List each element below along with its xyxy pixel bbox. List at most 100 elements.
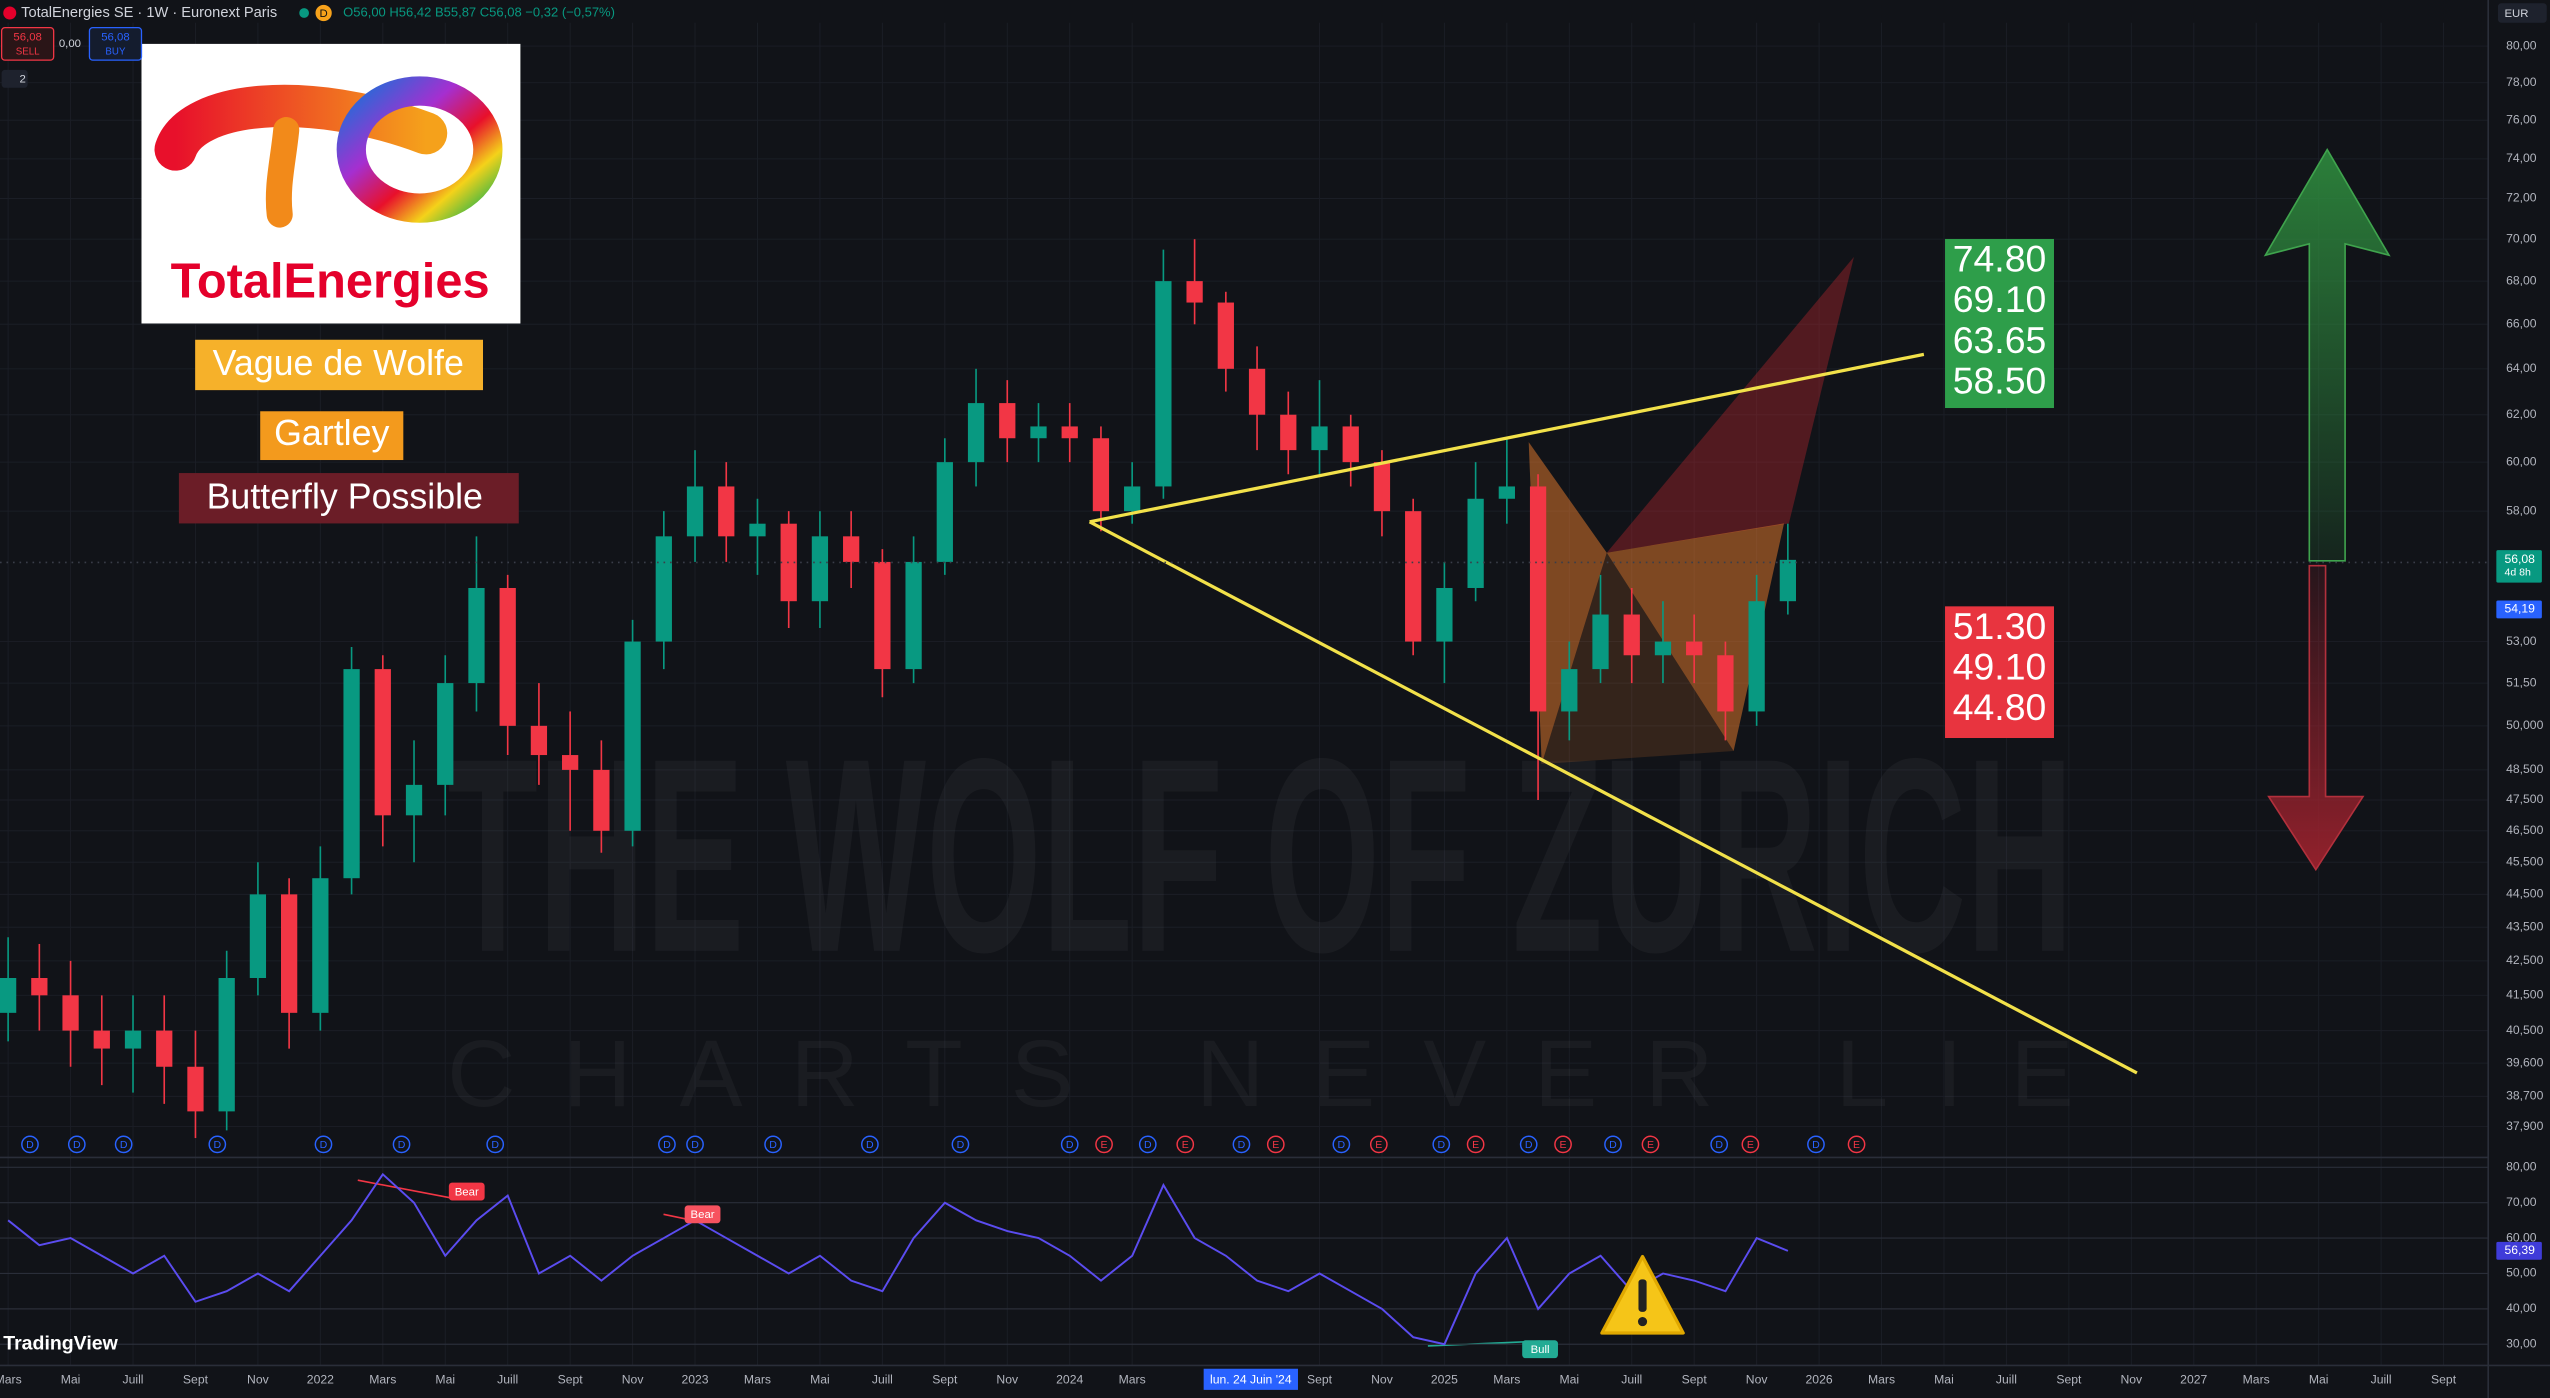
y-tick-label: 47,500 xyxy=(2506,792,2544,806)
event-marker xyxy=(1604,1135,1622,1154)
last-price-bg xyxy=(2496,550,2542,583)
butterfly-label: Butterfly Possible xyxy=(207,477,483,517)
rsi-tick-label: 80,00 xyxy=(2506,1160,2537,1174)
event-label: D xyxy=(1715,1139,1723,1151)
event-marker xyxy=(686,1135,704,1154)
event-label: E xyxy=(1647,1139,1654,1151)
y-tick-label: 40,500 xyxy=(2506,1023,2544,1037)
rsi-tick-label: 30,00 xyxy=(2506,1336,2537,1350)
divergence-badge xyxy=(448,1182,485,1201)
event-label: D xyxy=(1066,1139,1074,1151)
event-marker xyxy=(861,1135,879,1154)
candle-body xyxy=(1030,426,1047,439)
x-tick-label: Sept xyxy=(183,1372,209,1386)
candle-body xyxy=(156,1030,173,1067)
gartley-label: Gartley xyxy=(274,413,389,453)
bull-divergence xyxy=(1427,1340,1541,1347)
candle-body xyxy=(1498,486,1515,499)
event-marker xyxy=(1641,1135,1660,1154)
event-label: E xyxy=(1747,1139,1754,1151)
y-tick-label: 68,00 xyxy=(2506,273,2537,287)
x-tick-label: Nov xyxy=(622,1372,645,1386)
y-tick-label: 43,500 xyxy=(2506,919,2544,933)
event-marker xyxy=(764,1135,782,1154)
x-tick-label: 2023 xyxy=(681,1372,708,1386)
event-label: D xyxy=(1437,1139,1445,1151)
event-label: D xyxy=(691,1139,699,1151)
event-marker xyxy=(67,1135,86,1154)
y-tick-label: 50,000 xyxy=(2506,718,2544,732)
branding-text: TradingView xyxy=(3,1333,118,1355)
candle-body xyxy=(1436,587,1453,642)
x-tick-label: Mai xyxy=(61,1372,81,1386)
divergence-label: Bear xyxy=(455,1186,479,1198)
candle-body xyxy=(1092,438,1110,512)
candle-body xyxy=(1061,426,1078,439)
candle-body xyxy=(1467,498,1484,588)
x-tick-label: Nov xyxy=(996,1372,1019,1386)
candle-body xyxy=(686,486,704,537)
divergence-badge xyxy=(1522,1340,1558,1359)
x-tick-label: Juill xyxy=(1621,1372,1642,1386)
candle-body xyxy=(1373,462,1391,512)
indicator-toggle[interactable] xyxy=(1,69,28,88)
wolfe-upper xyxy=(1089,352,1925,524)
buy-button[interactable] xyxy=(88,26,143,61)
session: D xyxy=(320,8,328,20)
y-tick-label: 60,00 xyxy=(2506,454,2537,468)
rsi-tick-label: 70,00 xyxy=(2506,1195,2537,1209)
cursor-label: lun. 24 Juin '24 xyxy=(1210,1372,1292,1386)
sell-button[interactable] xyxy=(0,26,55,61)
event-marker xyxy=(1095,1135,1113,1154)
warning-dot xyxy=(1637,1317,1648,1327)
event-label: D xyxy=(214,1139,222,1151)
candle-body xyxy=(1748,601,1765,712)
candle-body xyxy=(124,1030,142,1049)
candle-body xyxy=(218,977,235,1112)
event-label: D xyxy=(769,1139,777,1151)
x-tick-label: Nov xyxy=(1371,1372,1394,1386)
event-marker xyxy=(21,1135,39,1154)
event-label: D xyxy=(1144,1139,1152,1151)
event-marker xyxy=(1266,1135,1285,1154)
gartley-bcd xyxy=(1606,523,1785,752)
target-price: 69.10 xyxy=(1953,278,2047,320)
targets-up-box xyxy=(1945,238,2054,409)
x-tick-label: Sept xyxy=(932,1372,958,1386)
currency-button[interactable] xyxy=(2497,3,2547,23)
y-tick-label: 62,00 xyxy=(2506,407,2537,421)
candle-body xyxy=(1717,655,1734,712)
event-label: E xyxy=(1853,1139,1860,1151)
candle-body xyxy=(93,1030,110,1049)
targets-down-box xyxy=(1945,606,2054,739)
candle-body xyxy=(1779,559,1796,602)
logo-ring xyxy=(336,76,503,223)
x-tick-label: Sept xyxy=(1682,1372,1708,1386)
x-tick-label: Juill xyxy=(123,1372,144,1386)
candle-body xyxy=(187,1066,204,1112)
down-arrow xyxy=(2267,564,2365,872)
candle-body xyxy=(749,523,766,537)
warning-icon xyxy=(1600,1254,1685,1335)
event-label: D xyxy=(1238,1139,1246,1151)
y-tick-label: 44,500 xyxy=(2506,887,2544,901)
watermark: THE WOLF OF ZURICH CHARTS NEVER LIE xyxy=(447,701,2073,1126)
x-tick-label: Mai xyxy=(1559,1372,1579,1386)
event-marker xyxy=(1466,1135,1485,1154)
candle-body xyxy=(62,995,79,1031)
x-tick-label: Juill xyxy=(872,1372,893,1386)
event-label: D xyxy=(1609,1139,1617,1151)
up-arrow xyxy=(2263,147,2391,562)
x-tick-label: 2025 xyxy=(1431,1372,1458,1386)
candle-body xyxy=(1217,302,1234,369)
event-marker xyxy=(114,1135,133,1154)
rsi-line xyxy=(7,1172,1789,1346)
y-tick-label: 39,600 xyxy=(2506,1055,2544,1069)
y-tick-label: 42,500 xyxy=(2506,953,2544,967)
candle-body xyxy=(1124,486,1141,512)
candle-body xyxy=(967,403,985,463)
rsi-tick-label: 50,00 xyxy=(2506,1266,2537,1280)
ohlc: O56,00 H56,42 B55,87 C56,08 −0,32 (−0,57… xyxy=(343,4,615,19)
